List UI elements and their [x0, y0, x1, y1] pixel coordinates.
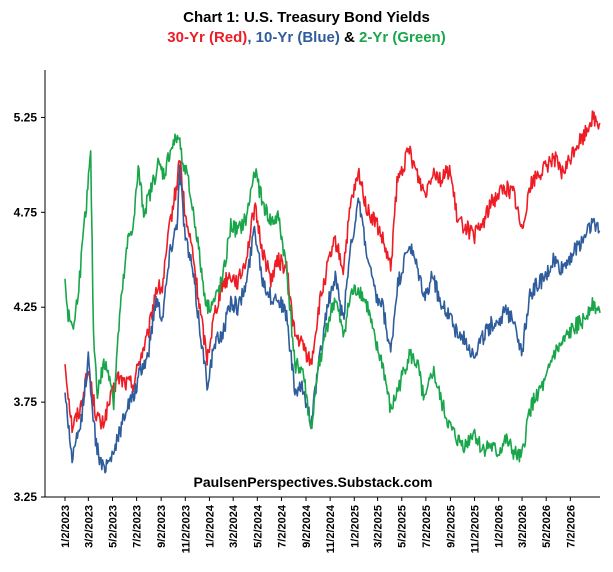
x-tick-label: 5/2/2024: [252, 504, 264, 548]
x-tick-labels: 1/2/2023 3/2/2023 5/2/2023 7/2/2023 9/2/2023…: [60, 497, 577, 553]
source-annotation: PaulsenPerspectives.Substack.com: [194, 474, 433, 490]
subtitle-10yr: 10-Yr (Blue): [255, 29, 340, 46]
series-line-30-yr: [64, 110, 601, 434]
chart-subtitle: 30-Yr (Red), 10-Yr (Blue) & 2-Yr (Green): [0, 28, 613, 48]
y-tick-label: 3.75: [14, 395, 38, 409]
chart-title: Chart 1: U.S. Treasury Bond Yields: [183, 9, 430, 26]
x-tick-label: 7/2/2023: [132, 505, 144, 548]
subtitle-30yr: 30-Yr (Red): [167, 29, 248, 46]
x-tick-label: 1/2/2026: [494, 505, 506, 548]
x-tick-label: 9/2/2025: [445, 505, 457, 548]
y-tick-label: 4.75: [14, 205, 38, 219]
subtitle-sep-1: ,: [247, 29, 256, 46]
x-tick-label: 11/2/2025: [470, 505, 482, 553]
y-tick-label: 4.25: [14, 300, 38, 314]
x-tick-label: 11/2/2023: [180, 505, 192, 553]
subtitle-sep-2: &: [339, 29, 360, 46]
x-tick-label: 3/2/2025: [373, 505, 385, 548]
y-tick-label: 5.25: [14, 110, 38, 124]
x-tick-label: 7/2/2026: [565, 505, 577, 548]
x-tick-label: 7/2/2024: [276, 504, 288, 548]
series-line-10-yr: [64, 164, 601, 474]
x-tick-label: 1/2/2024: [204, 504, 216, 548]
series-layer: [64, 110, 601, 474]
series-line-2-yr: [64, 133, 601, 463]
x-tick-label: 9/2/2023: [156, 505, 168, 548]
x-tick-label: 9/2/2024: [301, 504, 313, 548]
x-tick-label: 5/2/2025: [397, 505, 409, 548]
x-tick-label: 3/2/2024: [228, 504, 240, 548]
x-tick-label: 1/2/2025: [349, 505, 361, 548]
x-tick-label: 7/2/2025: [421, 505, 433, 548]
y-tick-labels: 3.25 3.75 4.25 4.75 5.25: [14, 110, 45, 504]
chart-title-block: Chart 1: U.S. Treasury Bond Yields 30-Yr…: [0, 8, 613, 48]
y-tick-label: 3.25: [14, 490, 38, 504]
x-tick-label: 5/2/2026: [541, 505, 553, 548]
subtitle-2yr: 2-Yr (Green): [359, 29, 446, 46]
x-tick-label: 3/2/2026: [517, 505, 529, 548]
x-tick-label: 11/2/2024: [325, 504, 337, 553]
x-tick-label: 5/2/2023: [107, 505, 119, 548]
x-tick-label: 1/2/2023: [60, 505, 72, 548]
x-tick-label: 3/2/2023: [83, 505, 95, 548]
